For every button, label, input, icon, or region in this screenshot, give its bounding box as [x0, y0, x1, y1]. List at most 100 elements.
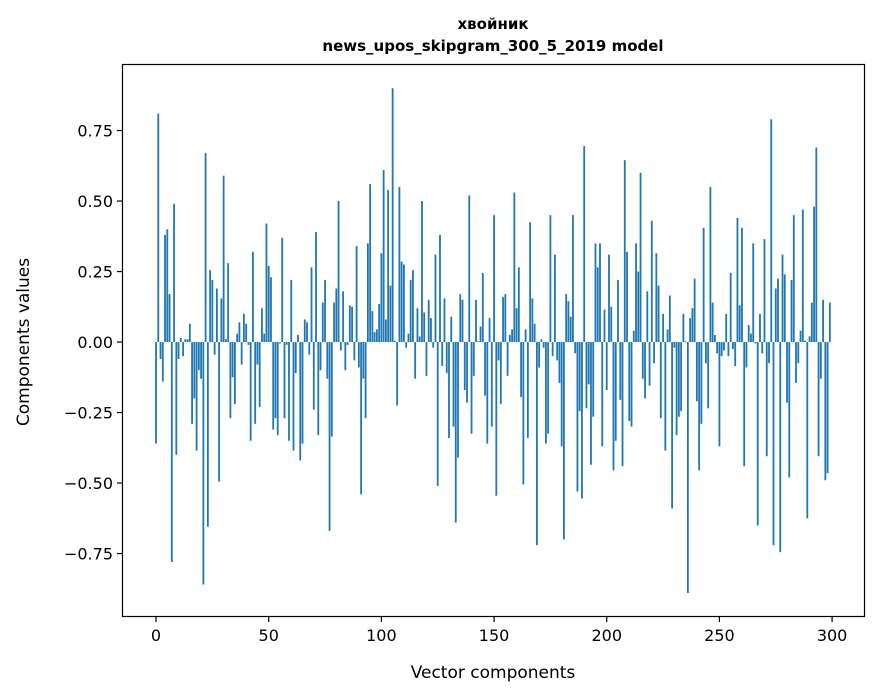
- bar-148: [488, 318, 491, 343]
- bar-131: [450, 316, 453, 343]
- bar-194: [592, 342, 595, 417]
- bar-261: [743, 342, 746, 467]
- bar-154: [502, 296, 504, 343]
- bar-292: [813, 206, 815, 343]
- bar-138: [466, 342, 468, 403]
- bar-122: [430, 318, 432, 343]
- bar-201: [608, 254, 610, 343]
- bar-85: [346, 342, 349, 345]
- bar-216: [641, 342, 644, 379]
- bar-244: [704, 342, 707, 364]
- bar-144: [479, 326, 482, 343]
- bar-8: [173, 203, 175, 343]
- bar-278: [781, 254, 784, 343]
- bar-242: [700, 342, 703, 424]
- bar-7: [170, 342, 173, 563]
- bar-135: [459, 294, 462, 343]
- bar-227: [666, 329, 669, 343]
- bar-45: [256, 342, 259, 365]
- x-tick-label: 200: [591, 626, 622, 645]
- bar-252: [723, 342, 725, 351]
- bar-79: [333, 302, 335, 343]
- bar-143: [477, 341, 480, 343]
- bar-123: [432, 342, 435, 348]
- bar-233: [680, 342, 683, 412]
- bar-109: [400, 261, 403, 343]
- y-tick-label: 0.75: [77, 122, 113, 141]
- bar-185: [572, 215, 574, 343]
- y-axis-ticks: −0.75 −0.50 −0.25 0.00 0.25 0.50 0.75: [64, 122, 122, 564]
- x-axis-ticks: 0 50 100 150 200 250 300: [151, 617, 847, 645]
- bar-56: [281, 237, 284, 343]
- bar-83: [342, 291, 344, 343]
- y-tick-label: −0.75: [64, 545, 113, 564]
- bar-34: [231, 342, 234, 378]
- bar-118: [421, 201, 423, 343]
- bar-101: [382, 170, 385, 343]
- bar-163: [522, 342, 525, 485]
- bar-179: [558, 342, 561, 383]
- bar-16: [191, 342, 193, 424]
- bar-173: [544, 342, 547, 444]
- bar-224: [659, 342, 662, 419]
- bar-286: [799, 330, 802, 343]
- bar-182: [565, 294, 568, 343]
- y-tick-label: 0.00: [77, 333, 113, 352]
- bar-117: [418, 336, 421, 343]
- bar-77: [328, 342, 331, 531]
- bar-87: [351, 306, 353, 343]
- bar-275: [774, 288, 777, 343]
- bar-171: [540, 339, 543, 343]
- bar-90: [357, 342, 360, 368]
- bar-129: [445, 342, 448, 374]
- bar-55: [279, 342, 281, 344]
- bar-200: [605, 342, 608, 390]
- bar-30: [222, 175, 225, 343]
- bar-186: [574, 342, 577, 354]
- bar-287: [801, 209, 804, 343]
- bar-249: [716, 342, 719, 354]
- bar-42: [249, 342, 252, 441]
- bar-162: [520, 342, 523, 398]
- bar-264: [750, 333, 752, 343]
- bar-232: [677, 342, 680, 417]
- bar-71: [315, 232, 317, 343]
- bar-17: [193, 342, 196, 399]
- bar-62: [294, 342, 297, 374]
- bar-76: [326, 342, 329, 379]
- bar-248: [714, 335, 716, 343]
- bar-1: [157, 113, 160, 343]
- bar-299: [828, 302, 831, 343]
- bar-127: [441, 342, 444, 367]
- bar-226: [664, 342, 667, 451]
- bar-67: [306, 322, 308, 343]
- bar-256: [732, 342, 734, 350]
- bar-97: [373, 332, 376, 343]
- bar-99: [378, 303, 381, 343]
- bar-80: [335, 288, 338, 343]
- bar-39: [243, 313, 245, 343]
- bar-105: [391, 88, 394, 343]
- bar-50: [267, 265, 270, 343]
- bar-22: [204, 153, 207, 343]
- bar-11: [179, 337, 182, 343]
- bar-73: [319, 342, 322, 371]
- bar-49: [265, 223, 268, 343]
- bar-134: [457, 342, 459, 458]
- bar-193: [590, 342, 592, 465]
- bar-75: [324, 280, 326, 343]
- bar-160: [515, 308, 518, 343]
- bar-281: [788, 342, 791, 478]
- bar-32: [227, 263, 230, 343]
- bar-230: [673, 342, 676, 348]
- bar-272: [768, 342, 770, 364]
- bar-169: [535, 342, 538, 546]
- y-tick-label: 0.25: [77, 263, 113, 282]
- bar-259: [738, 305, 741, 343]
- bar-196: [596, 267, 599, 343]
- bar-86: [348, 305, 351, 343]
- bar-112: [407, 333, 410, 343]
- bar-262: [745, 342, 748, 368]
- bar-120: [425, 342, 428, 376]
